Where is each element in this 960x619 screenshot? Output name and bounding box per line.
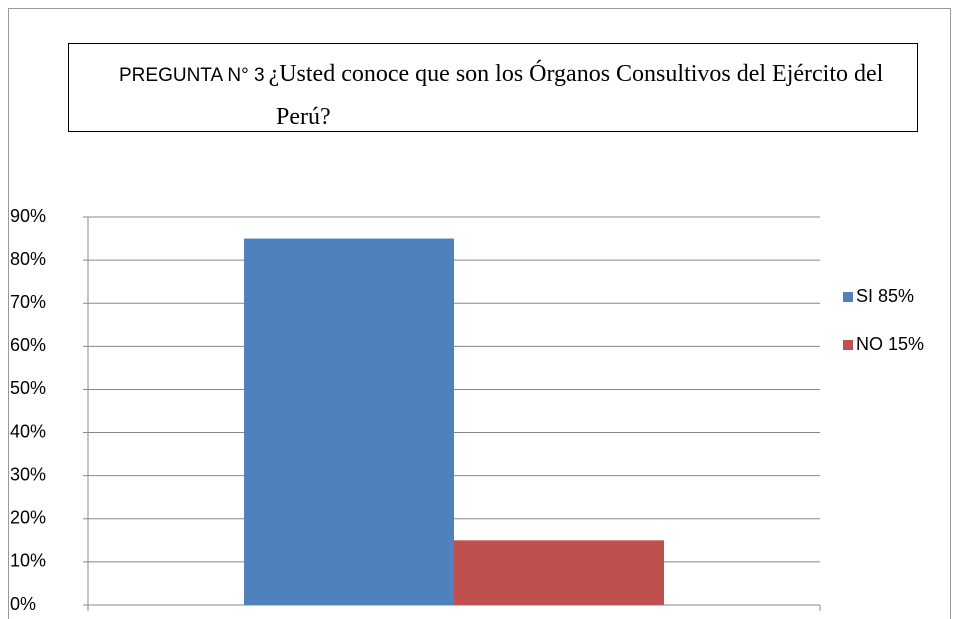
bar (243, 238, 454, 606)
legend-label: SI 85% (856, 286, 914, 306)
y-tick-label: 0% (10, 594, 36, 614)
bar (454, 540, 665, 605)
legend-label: NO 15% (856, 334, 924, 354)
title-box: PREGUNTA N° 3 ¿Usted conoce que son los … (68, 43, 918, 132)
y-tick-label: 40% (10, 421, 46, 441)
y-tick-label: 60% (10, 335, 46, 355)
y-tick-label: 20% (10, 508, 46, 528)
y-tick-label: 80% (10, 249, 46, 269)
y-tick-label: 30% (10, 464, 46, 484)
chart-title: ¿Usted conoce que son los Órganos Consul… (268, 61, 884, 130)
legend-swatch (843, 292, 853, 302)
y-tick-label: 90% (10, 206, 46, 226)
legend-swatch (843, 340, 853, 350)
y-tick-label: 10% (10, 551, 46, 571)
y-tick-label: 70% (10, 292, 46, 312)
chart-title-prefix: PREGUNTA N° 3 (119, 65, 265, 86)
chart-frame (8, 8, 951, 619)
y-tick-label: 50% (10, 378, 46, 398)
